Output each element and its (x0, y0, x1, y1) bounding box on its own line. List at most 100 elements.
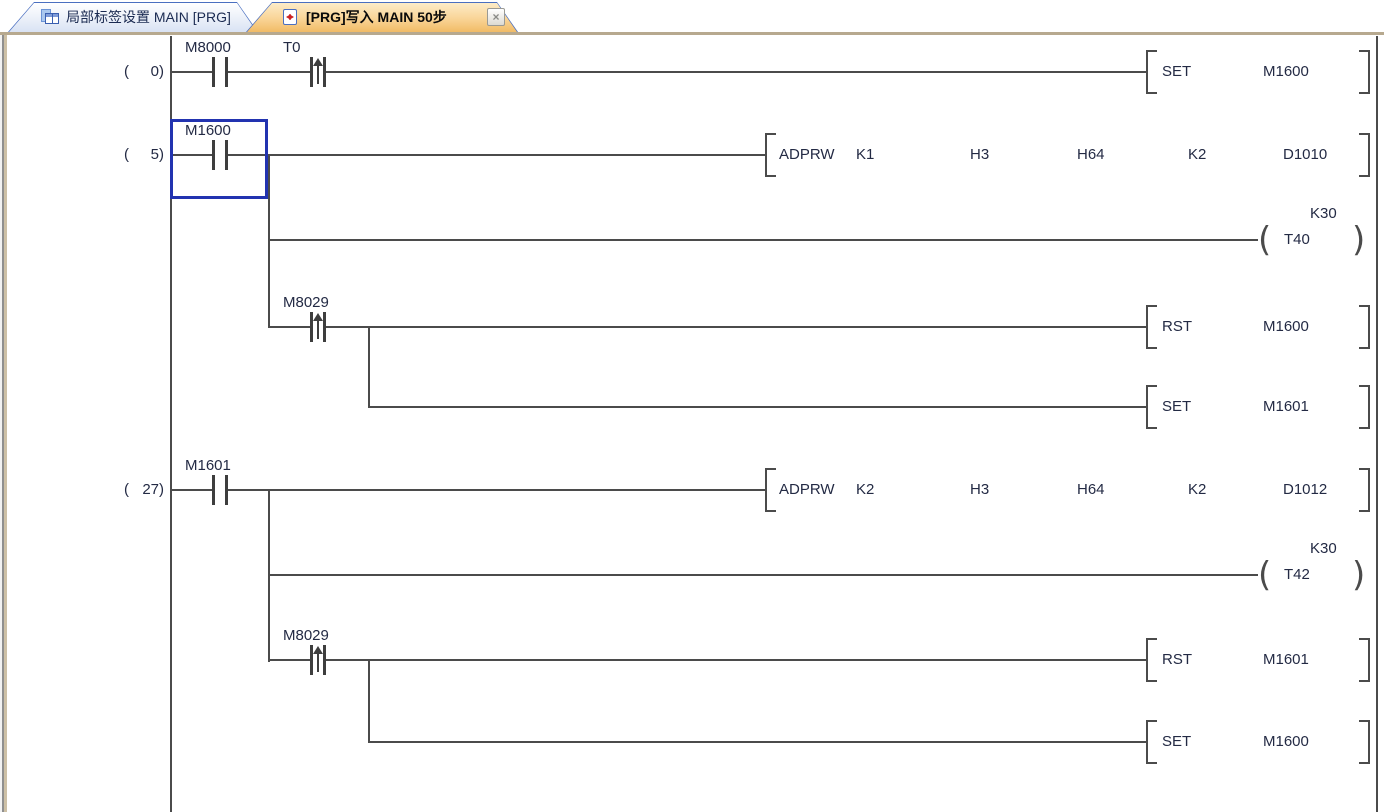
step-number: (5) (124, 146, 164, 163)
document-tab-bar: 局部标签设置 MAIN [PRG] [PRG]写入 MAIN 50步 × (0, 0, 1384, 32)
timer-coil-label[interactable]: T40 (1284, 231, 1310, 248)
instruction-bracket (765, 468, 776, 512)
instruction-operand[interactable]: M1600 (1263, 63, 1309, 80)
timer-coil-label[interactable]: T42 (1284, 566, 1310, 583)
coil-open-paren: ( (1258, 555, 1272, 595)
wire (268, 239, 1258, 241)
branch-wire (368, 660, 370, 743)
instruction-operand[interactable]: M1601 (1263, 651, 1309, 668)
timer-preset[interactable]: K30 (1310, 540, 1337, 557)
frame-border-left (2, 35, 4, 812)
instruction-arg[interactable]: K2 (856, 481, 875, 498)
wire (326, 71, 1146, 73)
instruction-arg[interactable]: K2 (1188, 481, 1207, 498)
wire (268, 574, 1258, 576)
device-label[interactable]: M8000 (185, 39, 231, 56)
device-label[interactable]: M8029 (283, 294, 329, 311)
instruction-bracket (1146, 50, 1157, 94)
wire (326, 659, 1146, 661)
wire (228, 489, 765, 491)
instruction-bracket (1359, 638, 1370, 682)
instruction-arg[interactable]: D1010 (1283, 146, 1328, 163)
instruction-arg[interactable]: H64 (1077, 481, 1105, 498)
instruction-bracket (1146, 385, 1157, 429)
rising-edge-arrow-icon (313, 58, 323, 66)
instruction-arg[interactable]: H3 (970, 481, 990, 498)
contact-rising-bar[interactable] (310, 312, 313, 342)
wire (170, 71, 212, 73)
wire (368, 406, 1146, 408)
contact-rising-bar[interactable] (323, 645, 326, 675)
contact-rising-bar[interactable] (323, 57, 326, 87)
branch-wire (268, 155, 270, 327)
frame-border-top (0, 32, 1384, 35)
instruction-op[interactable]: ADPRW (779, 146, 835, 163)
right-power-rail (1376, 36, 1378, 812)
instruction-arg[interactable]: H64 (1077, 146, 1105, 163)
instruction-operand[interactable]: M1601 (1263, 398, 1309, 415)
instruction-op[interactable]: ADPRW (779, 481, 835, 498)
instruction-op[interactable]: RST (1162, 318, 1192, 335)
instruction-op[interactable]: SET (1162, 733, 1192, 750)
instruction-arg[interactable]: K1 (856, 146, 875, 163)
contact-no-bar[interactable] (212, 475, 215, 505)
rising-edge-arrow-icon (317, 66, 319, 84)
step-number: (0) (124, 63, 164, 80)
wire (326, 326, 1146, 328)
instruction-bracket (1359, 468, 1370, 512)
wire (170, 489, 212, 491)
device-label[interactable]: T0 (283, 39, 301, 56)
tab-label: [PRG]写入 MAIN 50步 (306, 9, 447, 25)
selection-cursor[interactable] (170, 119, 268, 199)
instruction-bracket (1359, 50, 1370, 94)
rising-edge-arrow-icon (317, 321, 319, 339)
frame-border-left (4, 35, 7, 812)
instruction-op[interactable]: RST (1162, 651, 1192, 668)
coil-open-paren: ( (1258, 220, 1272, 260)
coil-close-paren: ) (1352, 555, 1366, 595)
wire (228, 154, 765, 156)
instruction-bracket (1146, 305, 1157, 349)
step-number: (27) (124, 481, 164, 498)
instruction-bracket (1146, 638, 1157, 682)
contact-no-bar[interactable] (225, 57, 228, 87)
tab-local-label-settings[interactable]: 局部标签设置 MAIN [PRG] (8, 2, 258, 32)
wire (368, 741, 1146, 743)
tab-prg-write-main[interactable]: [PRG]写入 MAIN 50步 × (246, 2, 518, 32)
contact-no-bar[interactable] (225, 475, 228, 505)
contact-no-bar[interactable] (212, 57, 215, 87)
instruction-bracket (1146, 720, 1157, 764)
contact-no-bar[interactable] (212, 140, 215, 170)
label-table-icon (40, 8, 60, 26)
instruction-operand[interactable]: M1600 (1263, 733, 1309, 750)
branch-wire (268, 490, 270, 662)
instruction-bracket (1359, 720, 1370, 764)
wire (268, 659, 310, 661)
device-label[interactable]: M1601 (185, 457, 231, 474)
contact-rising-bar[interactable] (310, 57, 313, 87)
instruction-arg[interactable]: D1012 (1283, 481, 1328, 498)
timer-preset[interactable]: K30 (1310, 205, 1337, 222)
instruction-op[interactable]: SET (1162, 63, 1192, 80)
tab-label: 局部标签设置 MAIN [PRG] (66, 9, 231, 25)
wire (228, 71, 310, 73)
instruction-arg[interactable]: H3 (970, 146, 990, 163)
wire (268, 326, 310, 328)
left-power-rail (170, 36, 172, 812)
device-label[interactable]: M1600 (185, 122, 231, 139)
contact-rising-bar[interactable] (310, 645, 313, 675)
coil-close-paren: ) (1352, 220, 1366, 260)
rising-edge-arrow-icon (313, 646, 323, 654)
rising-edge-arrow-icon (317, 654, 319, 672)
instruction-bracket (765, 133, 776, 177)
instruction-op[interactable]: SET (1162, 398, 1192, 415)
close-tab-icon[interactable]: × (487, 8, 505, 26)
instruction-bracket (1359, 305, 1370, 349)
contact-rising-bar[interactable] (323, 312, 326, 342)
device-label[interactable]: M8029 (283, 627, 329, 644)
instruction-arg[interactable]: K2 (1188, 146, 1207, 163)
instruction-operand[interactable]: M1600 (1263, 318, 1309, 335)
wire (170, 154, 212, 156)
contact-no-bar[interactable] (225, 140, 228, 170)
